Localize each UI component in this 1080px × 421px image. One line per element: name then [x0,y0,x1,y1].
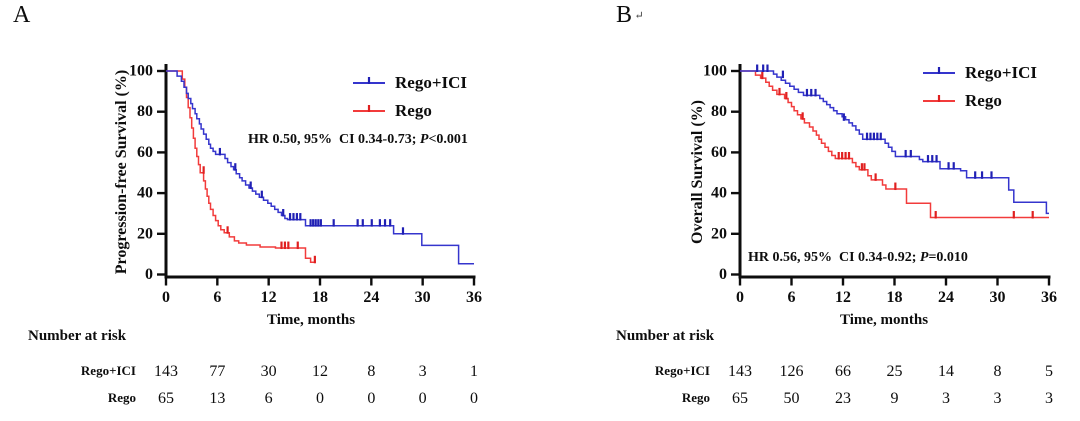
x-tick-label: 18 [887,289,903,306]
y-tick-label: 0 [145,266,153,283]
risk-count-Rego+ICI: 30 [261,363,277,380]
panel-a-legend-item-rego-ici: Rego+ICI [352,72,467,92]
x-tick-label: 6 [788,289,796,306]
panel-a-legend-label-rego: Rego [395,100,432,120]
risk-count-Rego+ICI: 8 [367,363,375,380]
risk-count-Rego: 6 [265,390,273,407]
risk-count-Rego+ICI: 143 [728,363,752,380]
risk-count-Rego: 0 [470,390,478,407]
risk-count-Rego: 50 [784,390,800,407]
y-tick-label: 0 [719,266,727,283]
x-tick-label: 12 [835,289,851,306]
rego-ici-line-censor-icon [923,66,955,74]
risk-count-Rego: 65 [158,390,174,407]
risk-count-Rego+ICI: 143 [154,363,178,380]
x-tick-label: 0 [736,289,744,306]
panel-b-letter: B [616,2,633,28]
risk-count-Rego+ICI: 14 [938,363,954,380]
panel-a-x-axis-title: Time, months [266,312,356,328]
y-tick-label: 100 [703,63,727,80]
risk-count-Rego: 0 [367,390,375,407]
y-tick-label: 20 [711,225,727,242]
panel-b-number-at-risk-title: Number at risk [616,328,715,344]
risk-count-Rego: 9 [891,390,899,407]
x-tick-label: 36 [466,289,482,306]
km-curve-Rego [166,70,316,264]
panel-a-hr-annotation: HR 0.50, 95% CI 0.34-0.73; P<0.001 [248,132,468,148]
y-tick-label: 40 [711,185,727,202]
panel-a-y-axis-title: Progression-free Survival (%) [113,69,130,275]
panel-a-p-symbol: P [419,132,429,147]
risk-count-Rego: 23 [835,390,851,407]
panel-b-y-axis-title: Overall Survival (%) [689,100,706,244]
panel-b-legend-label-rego: Rego [965,90,1002,110]
x-tick-label: 30 [415,289,431,306]
risk-count-Rego+ICI: 1 [470,363,478,380]
panel-a-risk-row-label-rego: Rego [107,390,136,405]
risk-count-Rego+ICI: 66 [835,363,851,380]
panel-b-hr-annotation: HR 0.56, 95% CI 0.34-0.92; P=0.010 [748,250,968,266]
km-panel-B: 0 6 12 18 24 30 36 0 20 40 60 80 100 143 126 66 25 14 8 5 65… [703,63,1057,408]
panel-b-legend-item-rego: Rego [922,90,1002,110]
x-tick-label: 30 [990,289,1006,306]
rego-ici-line-censor-icon [353,76,385,84]
panel-b-x-axis-title: Time, months [839,312,929,328]
y-tick-label: 20 [137,225,153,242]
panel-a-letter: A [13,2,31,28]
panel-a-legend-label-rego-ici: Rego+ICI [395,72,468,92]
panel-b-legend-label-rego-ici: Rego+ICI [965,62,1038,82]
rego-line-censor-icon [923,94,955,102]
km-curve-Rego+ICI [166,70,474,265]
risk-count-Rego+ICI: 126 [780,363,804,380]
x-tick-label: 18 [312,289,328,306]
risk-count-Rego: 3 [942,390,950,407]
y-tick-label: 60 [137,144,153,161]
panel-b-label: B ↵ [616,2,644,29]
risk-count-Rego: 13 [209,390,225,407]
risk-count-Rego+ICI: 25 [887,363,903,380]
x-tick-label: 24 [938,289,954,306]
y-tick-label: 80 [137,103,153,120]
y-tick-label: 100 [129,63,153,80]
panel-b-risk-row-label-rego-ici: Rego+ICI [654,363,710,378]
panel-a-number-at-risk-title: Number at risk [28,328,127,344]
x-tick-label: 12 [261,289,277,306]
panel-a-hr-text: HR 0.50, 95% CI 0.34-0.73; [248,132,420,147]
panel-a-legend-item-rego: Rego [352,100,432,120]
panel-b-p-symbol: P [919,250,929,265]
km-curve-Rego [740,70,1049,219]
panel-a-p-value: <0.001 [428,132,468,147]
panel-b-return-mark: ↵ [634,10,645,22]
rego-line-censor-icon [353,104,385,112]
y-tick-label: 60 [711,144,727,161]
y-tick-label: 40 [137,185,153,202]
risk-count-Rego+ICI: 12 [312,363,328,380]
risk-count-Rego: 0 [419,390,427,407]
panel-b-risk-row-label-rego: Rego [681,390,710,405]
km-curve-Rego+ICI [740,70,1049,215]
x-tick-label: 36 [1041,289,1057,306]
panel-b-hr-text: HR 0.56, 95% CI 0.34-0.92; [748,250,920,265]
y-tick-label: 80 [711,103,727,120]
risk-count-Rego: 3 [1045,390,1053,407]
panel-b-p-value: =0.010 [928,250,968,265]
x-tick-label: 6 [213,289,221,306]
risk-count-Rego+ICI: 8 [994,363,1002,380]
x-tick-label: 24 [363,289,379,306]
panel-b-legend-item-rego-ici: Rego+ICI [922,62,1037,82]
risk-count-Rego: 0 [316,390,324,407]
panel-a-label: A [13,2,33,29]
risk-count-Rego+ICI: 77 [209,363,225,380]
risk-count-Rego+ICI: 3 [419,363,427,380]
risk-count-Rego+ICI: 5 [1045,363,1053,380]
x-tick-label: 0 [162,289,170,306]
panel-a-risk-row-label-rego-ici: Rego+ICI [80,363,136,378]
risk-count-Rego: 65 [732,390,748,407]
risk-count-Rego: 3 [994,390,1002,407]
